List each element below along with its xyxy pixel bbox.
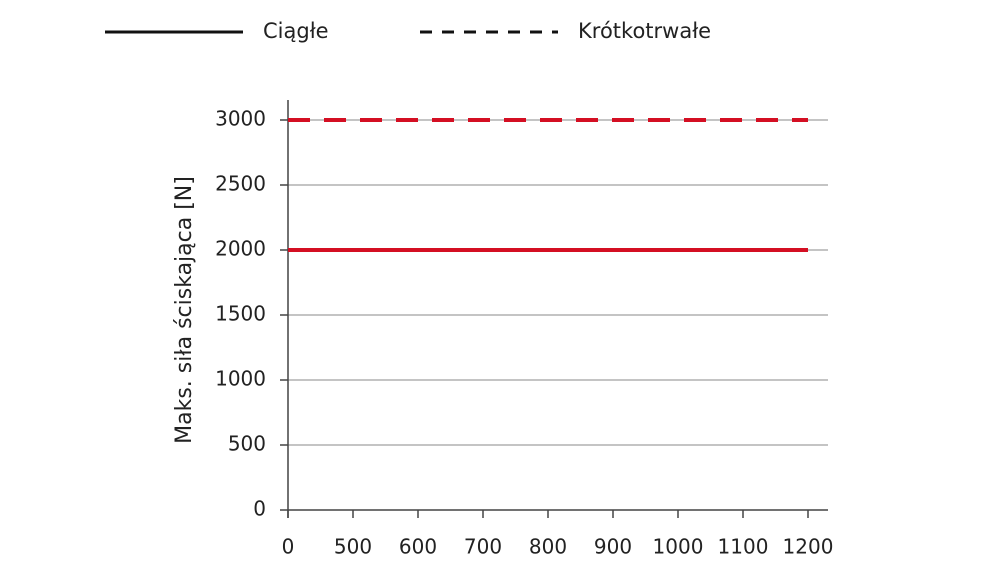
y-tick-label: 1500 — [215, 302, 266, 326]
x-tick-label: 700 — [464, 535, 502, 559]
y-tick-label: 500 — [228, 432, 266, 456]
legend-label: Krótkotrwałe — [578, 19, 711, 43]
x-tick-label: 900 — [594, 535, 632, 559]
y-tick-label: 2500 — [215, 172, 266, 196]
y-tick-label: 1000 — [215, 367, 266, 391]
x-tick-label: 800 — [529, 535, 567, 559]
y-tick-label: 3000 — [215, 107, 266, 131]
x-tick-label: 1200 — [783, 535, 834, 559]
x-tick-label: 0 — [282, 535, 295, 559]
legend-label: Ciągłe — [263, 19, 329, 43]
x-tick-label: 1000 — [653, 535, 704, 559]
x-tick-label: 1100 — [718, 535, 769, 559]
x-tick-label: 500 — [334, 535, 372, 559]
y-axis-label: Maks. siła ściskająca [N] — [172, 176, 197, 444]
y-tick-label: 0 — [253, 497, 266, 521]
y-tick-label: 2000 — [215, 237, 266, 261]
x-tick-label: 600 — [399, 535, 437, 559]
